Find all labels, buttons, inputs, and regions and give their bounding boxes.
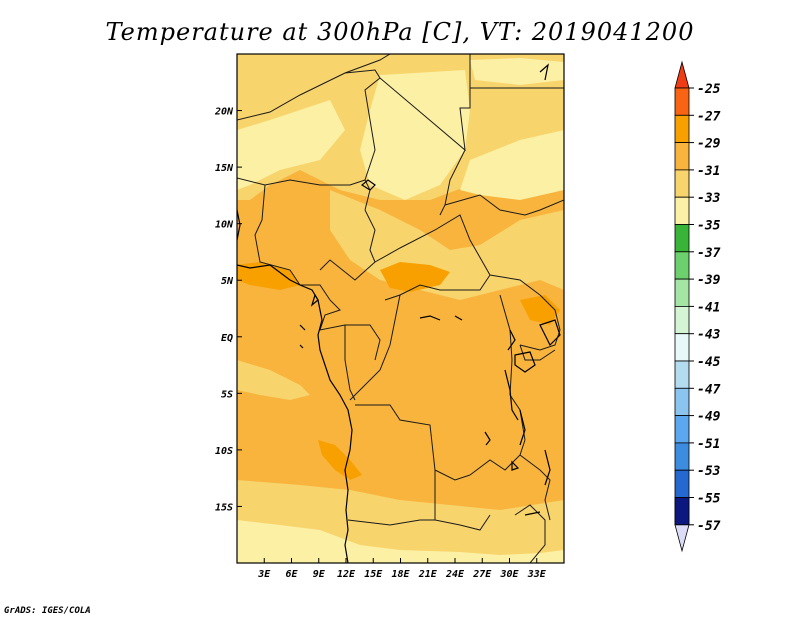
colorbar-label: -27 xyxy=(697,109,721,124)
temperature-field xyxy=(237,54,564,563)
lon-tick-label: 15E xyxy=(364,569,383,580)
colorbar-segment xyxy=(674,305,690,335)
lat-tick-label: 10S xyxy=(215,446,233,457)
colorbar-label: -47 xyxy=(697,382,721,397)
lon-tick-label: 6E xyxy=(285,569,298,580)
lon-tick-label: 12E xyxy=(337,569,356,580)
colorbar-label: -49 xyxy=(697,410,721,425)
colorbar-label: -57 xyxy=(697,519,721,534)
latitude-ticks: 20N 15N 10N 5N EQ 5S 10S 15S xyxy=(214,107,242,513)
grads-credit: GrADS: IGES/COLA xyxy=(4,606,91,616)
colorbar-label: -37 xyxy=(697,246,721,261)
colorbar-label: -45 xyxy=(697,355,721,370)
colorbar-segment xyxy=(674,169,690,198)
lat-tick-label: EQ xyxy=(221,333,233,344)
lat-tick-label: 15S xyxy=(215,502,233,513)
lat-tick-label: 20N xyxy=(214,107,234,118)
colorbar-segment xyxy=(674,251,690,280)
colorbar-label: -39 xyxy=(697,273,721,288)
lon-tick-label: 21E xyxy=(418,569,438,580)
lon-tick-label: 33E xyxy=(527,569,547,580)
colorbar: -25 -27 -29 -31 -33 -35 -37 -39 -41 -43 -45 -47 -49 -… xyxy=(674,60,721,553)
lon-tick-label: 9E xyxy=(313,569,326,580)
colorbar-label: -35 xyxy=(697,219,721,234)
colorbar-segment xyxy=(674,442,690,471)
colorbar-segment xyxy=(674,387,690,416)
lat-tick-label: 15N xyxy=(215,163,234,174)
colorbar-segment xyxy=(674,497,690,526)
colorbar-segment xyxy=(674,142,690,171)
colorbar-segment xyxy=(674,360,690,389)
coastlines xyxy=(237,63,561,563)
colorbar-segment xyxy=(674,114,690,144)
colorbar-segment xyxy=(674,224,690,253)
colorbar-segment xyxy=(674,196,690,225)
lon-tick-label: 27E xyxy=(472,569,492,580)
colorbar-label: -53 xyxy=(697,464,721,479)
colorbar-label: -25 xyxy=(697,82,721,97)
lon-tick-label: 24E xyxy=(445,569,465,580)
lon-tick-label: 30E xyxy=(499,569,519,580)
lon-tick-label: 18E xyxy=(391,569,410,580)
colorbar-top-arrow xyxy=(674,60,690,89)
lat-tick-label: 5S xyxy=(221,389,233,400)
chart-title: Temperature at 300hPa [C], VT: 201904120… xyxy=(106,18,695,46)
lon-tick-label: 3E xyxy=(257,569,271,580)
lat-tick-label: 5N xyxy=(221,276,234,287)
colorbar-label: -29 xyxy=(697,137,721,152)
longitude-ticks: 3E 6E 9E 12E 15E 18E 21E 24E 27E 30E 33E xyxy=(257,558,547,580)
colorbar-label: -31 xyxy=(697,164,720,179)
colorbar-segment xyxy=(674,469,690,498)
colorbar-segment xyxy=(674,333,690,362)
map-panel: 3E 6E 9E 12E 15E 18E 21E 24E 27E 30E 33E 20N 15N 10N… xyxy=(214,53,565,580)
colorbar-bottom-arrow xyxy=(674,524,690,553)
colorbar-segment xyxy=(674,415,690,444)
colorbar-segment xyxy=(674,87,690,116)
colorbar-label: -33 xyxy=(697,191,721,206)
colorbar-label: -55 xyxy=(697,492,721,507)
lat-tick-label: 10N xyxy=(215,220,234,231)
colorbar-label: -43 xyxy=(697,328,721,343)
colorbar-segment xyxy=(674,278,690,307)
colorbar-label: -51 xyxy=(697,437,720,452)
colorbar-label: -41 xyxy=(697,300,720,315)
